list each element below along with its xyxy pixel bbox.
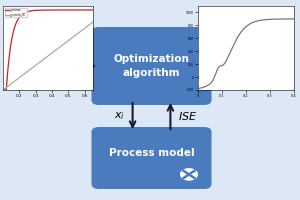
- FancyBboxPatch shape: [92, 127, 212, 189]
- Text: $ISE$: $ISE$: [178, 110, 197, 122]
- FancyBboxPatch shape: [92, 27, 212, 105]
- Text: Process model: Process model: [109, 148, 194, 158]
- Text: Optimization
algorithm: Optimization algorithm: [114, 54, 189, 78]
- Text: $x_0$: $x_0$: [46, 45, 59, 57]
- Circle shape: [181, 169, 197, 180]
- Legend: y_meas, y_sim(x_0): y_meas, y_sim(x_0): [4, 8, 27, 17]
- Text: $x_i$: $x_i$: [114, 110, 125, 122]
- Text: $x_{opt}$: $x_{opt}$: [235, 43, 257, 57]
